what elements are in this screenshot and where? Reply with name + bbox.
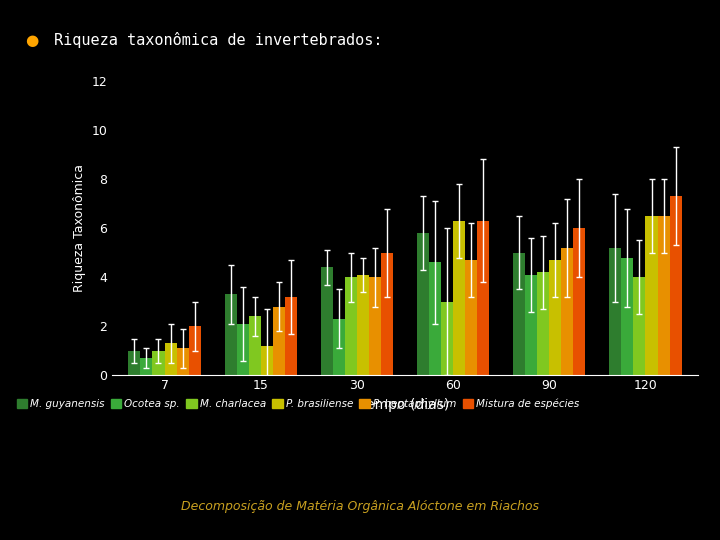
Bar: [513, 253, 526, 375]
Bar: [369, 277, 381, 375]
Legend: M. guyanensis, Ocotea sp., M. charlacea, P. brasiliense, P. heptaphyllum, Mistur: M. guyanensis, Ocotea sp., M. charlacea,…: [12, 394, 584, 413]
Bar: [634, 277, 646, 375]
Bar: [261, 346, 273, 375]
Bar: [657, 216, 670, 375]
Bar: [562, 248, 573, 375]
Y-axis label: Riqueza Taxonômica: Riqueza Taxonômica: [73, 164, 86, 292]
Bar: [321, 267, 333, 375]
Bar: [189, 326, 201, 375]
Bar: [357, 275, 369, 375]
Bar: [526, 275, 537, 375]
Text: Decomposição de Matéria Orgânica Alóctone em Riachos: Decomposição de Matéria Orgânica Alócton…: [181, 500, 539, 513]
Bar: [417, 233, 429, 375]
Bar: [477, 221, 489, 375]
Bar: [429, 262, 441, 375]
Bar: [248, 316, 261, 375]
Bar: [670, 196, 682, 375]
Bar: [140, 358, 153, 375]
Bar: [441, 302, 453, 375]
Bar: [621, 258, 634, 375]
Bar: [465, 260, 477, 375]
Bar: [453, 221, 465, 375]
Bar: [549, 260, 562, 375]
Bar: [128, 351, 140, 375]
Bar: [284, 297, 297, 375]
Bar: [237, 324, 248, 375]
Bar: [273, 307, 284, 375]
X-axis label: Tempo (dias): Tempo (dias): [361, 398, 449, 412]
Bar: [333, 319, 345, 375]
Bar: [164, 343, 176, 375]
Bar: [646, 216, 657, 375]
Bar: [225, 294, 237, 375]
Bar: [153, 351, 164, 375]
Text: ●: ●: [25, 33, 38, 48]
Bar: [381, 253, 393, 375]
Bar: [537, 272, 549, 375]
Bar: [345, 277, 357, 375]
Bar: [609, 248, 621, 375]
Bar: [176, 348, 189, 375]
Text: Riqueza taxonômica de invertebrados:: Riqueza taxonômica de invertebrados:: [54, 32, 382, 49]
Bar: [573, 228, 585, 375]
